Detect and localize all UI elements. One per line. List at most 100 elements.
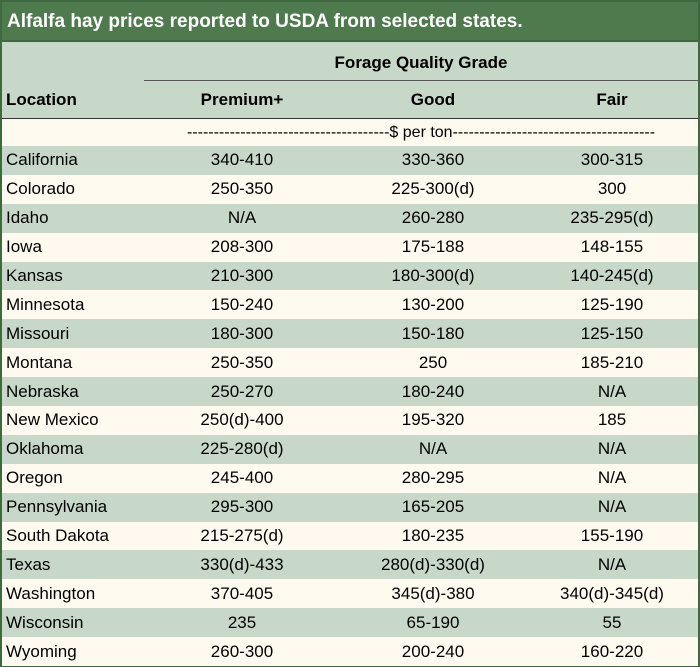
units-row: --------------------------------------$ … [186, 124, 656, 141]
good-price-cell: 260-280 [401, 208, 465, 228]
table-row: Kansas 210-300 180-300(d) 140-245(d) [2, 261, 698, 291]
premium-price-cell: N/A [227, 208, 257, 228]
fair-price-cell: 155-190 [580, 526, 644, 546]
premium-price-cell: 260-300 [210, 641, 274, 661]
fair-price-cell: 140-245(d) [570, 266, 654, 285]
table-body: California 340-410 330-360 300-315 Colorado 2… [2, 146, 698, 667]
good-price-cell: 200-240 [401, 641, 465, 661]
good-price-cell: 280-295 [401, 468, 465, 488]
premium-price-cell: 250-350 [210, 352, 274, 372]
location-cell: Colorado [6, 179, 75, 199]
premium-price-cell: 225-280(d) [200, 439, 284, 459]
fair-price-cell: N/A [597, 554, 627, 574]
fair-price-cell: 125-190 [580, 294, 644, 314]
good-price-cell: 250 [418, 352, 448, 372]
table-row: Idaho N/A 260-280 235-295(d) [2, 203, 698, 233]
location-cell: New Mexico [6, 410, 99, 430]
location-cell: Missouri [6, 323, 70, 343]
good-price-cell: 180-240 [401, 381, 465, 401]
location-cell: Texas [6, 554, 51, 574]
good-price-cell: 225-300(d) [391, 179, 475, 199]
location-column-header: Location [6, 90, 77, 109]
good-price-cell: 150-180 [401, 323, 465, 343]
table-row: Oregon 245-400 280-295 N/A [2, 463, 698, 493]
table-row: Texas 330(d)-433 280(d)-330(d) N/A [2, 550, 698, 580]
fair-price-cell: N/A [597, 468, 627, 488]
forage-quality-grade-header: Forage Quality Grade [144, 42, 698, 81]
location-cell: Montana [6, 352, 73, 372]
location-cell: California [6, 150, 78, 170]
fair-price-cell: N/A [597, 381, 627, 401]
fair-price-cell: 160-220 [580, 641, 644, 661]
fair-price-cell: N/A [597, 497, 627, 517]
good-price-cell: 180-235 [401, 526, 465, 546]
premium-price-cell: 245-400 [210, 468, 274, 488]
good-price-cell: N/A [418, 439, 448, 459]
fair-price-cell: 185-210 [580, 352, 644, 372]
location-cell: Idaho [6, 208, 49, 228]
premium-price-cell: 340-410 [210, 150, 274, 170]
fair-price-cell: 148-155 [580, 237, 644, 257]
premium-price-cell: 370-405 [210, 583, 274, 603]
good-price-cell: 165-205 [401, 497, 465, 517]
fair-price-cell: 300-315 [580, 150, 644, 170]
table-row: Wisconsin 235 65-190 55 [2, 608, 698, 638]
premium-price-cell: 250-350 [210, 179, 274, 199]
table-row: Minnesota 150-240 130-200 125-190 [2, 290, 698, 320]
fair-price-cell: 340(d)-345(d) [560, 583, 664, 603]
table-row: Wyoming 260-300 200-240 160-220 [2, 637, 698, 667]
good-column-header: Good [410, 90, 456, 109]
location-cell: Wisconsin [6, 612, 84, 632]
premium-price-cell: 215-275(d) [200, 526, 284, 546]
table-row: Nebraska 250-270 180-240 N/A [2, 377, 698, 407]
good-price-cell: 330-360 [401, 150, 465, 170]
location-cell: South Dakota [6, 526, 110, 546]
fair-price-cell: 125-150 [580, 323, 644, 343]
good-price-cell: 345(d)-380 [391, 583, 475, 603]
location-cell: Iowa [6, 237, 42, 257]
fair-price-cell: 235-295(d) [570, 208, 654, 228]
premium-price-cell: 150-240 [210, 294, 274, 314]
location-cell: Pennsylvania [6, 497, 108, 517]
location-cell: Kansas [6, 266, 63, 285]
table-row: Missouri 180-300 150-180 125-150 [2, 319, 698, 349]
premium-price-cell: 208-300 [210, 237, 274, 257]
good-price-cell: 130-200 [401, 294, 465, 314]
table-row: Colorado 250-350 225-300(d) 300 [2, 174, 698, 204]
premium-price-cell: 250-270 [210, 381, 274, 401]
location-cell: Oregon [6, 468, 63, 488]
premium-price-cell: 295-300 [210, 497, 274, 517]
premium-price-cell: 180-300 [210, 323, 274, 343]
table-row: Iowa 208-300 175-188 148-155 [2, 232, 698, 262]
table-row: Montana 250-350 250 185-210 [2, 348, 698, 378]
table-header: Forage Quality Grade Location Premium+ G… [2, 42, 698, 119]
premium-price-cell: 250(d)-400 [200, 410, 284, 430]
location-cell: Nebraska [6, 381, 79, 401]
good-price-cell: 175-188 [401, 237, 465, 257]
good-price-cell: 280(d)-330(d) [381, 554, 485, 574]
premium-price-cell: 210-300 [210, 266, 274, 285]
table-row: Oklahoma 225-280(d) N/A N/A [2, 434, 698, 464]
table-row: South Dakota 215-275(d) 180-235 155-190 [2, 521, 698, 551]
premium-column-header: Premium+ [200, 90, 284, 109]
good-price-cell: 180-300(d) [391, 266, 475, 285]
fair-price-cell: 300 [597, 179, 627, 199]
table-row: California 340-410 330-360 300-315 [2, 146, 698, 175]
location-cell: Minnesota [6, 294, 85, 314]
table-row: Washington 370-405 345(d)-380 340(d)-345(d) [2, 579, 698, 609]
fair-price-cell: N/A [597, 439, 627, 459]
fair-price-cell: 55 [602, 612, 622, 632]
location-cell: Washington [6, 583, 96, 603]
location-cell: Wyoming [6, 641, 77, 661]
premium-price-cell: 330(d)-433 [200, 554, 284, 574]
good-price-cell: 65-190 [406, 612, 460, 632]
premium-price-cell: 235 [227, 612, 257, 632]
location-cell: Oklahoma [6, 439, 84, 459]
table-row: New Mexico 250(d)-400 195-320 185 [2, 406, 698, 435]
table-title: Alfalfa hay prices reported to USDA from… [2, 2, 698, 42]
good-price-cell: 195-320 [401, 410, 465, 430]
fair-price-cell: 185 [597, 410, 627, 430]
table-row: Pennsylvania 295-300 165-205 N/A [2, 492, 698, 522]
fair-column-header: Fair [596, 90, 628, 109]
